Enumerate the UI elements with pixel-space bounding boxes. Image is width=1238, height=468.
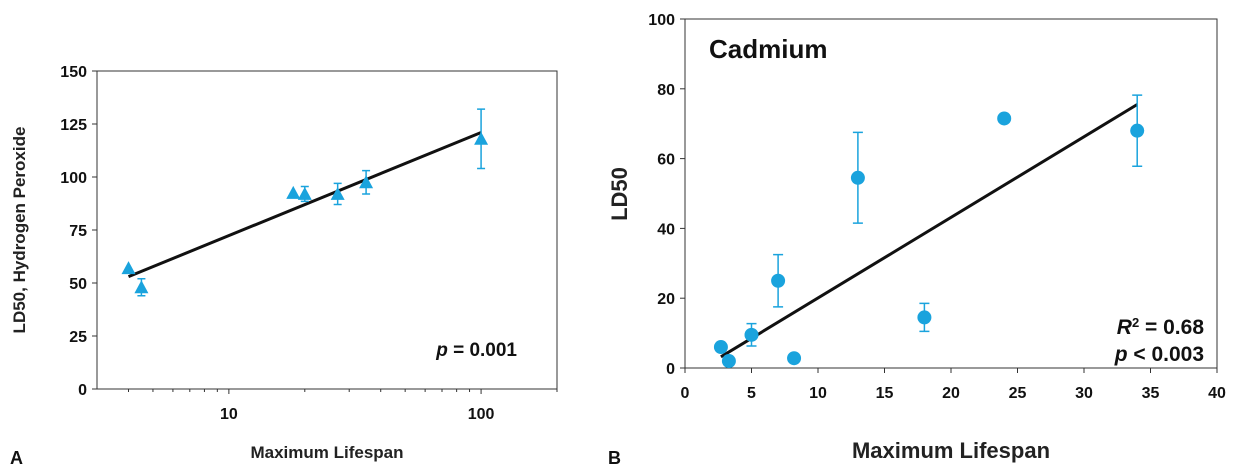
- panel-a-x-axis-title: Maximum Lifespan: [250, 443, 403, 462]
- panel-b-title: Cadmium: [709, 34, 827, 64]
- y-tick-label: 20: [657, 291, 675, 308]
- panel-b-y-axis: 0 20 40 60 80 100: [648, 12, 685, 378]
- data-point-triangle: [297, 186, 312, 200]
- panel-b-letter: B: [608, 448, 621, 468]
- panel-a-x-axis: 10 100: [128, 389, 558, 423]
- panel-a-letter: A: [10, 448, 23, 468]
- fit-line: [127, 131, 482, 279]
- fit-line: [720, 103, 1138, 359]
- x-tick-label: 25: [1009, 385, 1027, 402]
- y-tick-label: 150: [60, 64, 87, 81]
- data-point-circle: [1130, 123, 1145, 138]
- y-tick-label: 50: [69, 276, 87, 293]
- panel-b-x-axis-title: Maximum Lifespan: [852, 438, 1050, 463]
- data-point-circle: [771, 273, 786, 288]
- panel-b-r2-text: = 0.68: [1139, 316, 1204, 339]
- x-tick-label: 40: [1208, 385, 1226, 402]
- panel-a-data: [121, 108, 489, 297]
- panel-a-p-symbol: p: [435, 340, 448, 361]
- data-point-circle: [850, 170, 865, 185]
- x-tick-label: 35: [1142, 385, 1160, 402]
- y-tick-label: 75: [69, 223, 87, 240]
- panel-b-p-text: < 0.003: [1128, 343, 1204, 366]
- y-tick-label: 100: [60, 170, 87, 187]
- panel-a-p-value: p = 0.001: [435, 340, 517, 361]
- y-tick-label: 100: [648, 12, 675, 29]
- y-tick-label: 125: [60, 117, 87, 134]
- x-tick-label: 15: [876, 385, 894, 402]
- panel-b-p-value: p < 0.003: [1114, 343, 1204, 366]
- panel-b-p-symbol: p: [1114, 343, 1128, 366]
- data-point-circle: [917, 310, 932, 325]
- panel-b-y-axis-title: LD50: [607, 167, 632, 221]
- y-tick-label: 80: [657, 82, 675, 99]
- panel-a-p-text: = 0.001: [448, 340, 518, 361]
- x-tick-label: 10: [809, 385, 827, 402]
- x-tick-label: 100: [468, 406, 495, 423]
- panel-a-y-axis-title: LD50, Hydrogen Peroxide: [10, 127, 29, 334]
- panel-a: A 0 25 50 75 100 125 150 10 100 Maximum Lifespa…: [10, 64, 558, 468]
- panel-a-y-axis: 0 25 50 75 100 125 150: [60, 64, 97, 399]
- y-tick-label: 25: [69, 329, 87, 346]
- panel-b-r2-superscript: 2: [1132, 315, 1139, 330]
- x-tick-label: 10: [220, 406, 238, 423]
- data-point-triangle: [330, 186, 345, 200]
- panel-b-data: [713, 94, 1145, 369]
- x-tick-label: 5: [747, 385, 756, 402]
- data-point-triangle: [359, 175, 374, 189]
- x-tick-label: 30: [1075, 385, 1093, 402]
- data-point-triangle: [286, 185, 301, 199]
- data-point-circle: [787, 351, 802, 366]
- y-tick-label: 0: [666, 361, 675, 378]
- data-point-triangle: [121, 261, 136, 275]
- data-point-triangle: [134, 280, 149, 294]
- y-tick-label: 0: [78, 382, 87, 399]
- data-point-triangle: [474, 131, 489, 145]
- data-point-circle: [997, 111, 1012, 126]
- panel-b-x-axis: 0 5 10 15 20 25 30 35 40: [681, 368, 1226, 402]
- panel-b: B 0 20 40 60 80 100 0 5 10 15 20 25 30 35 40 Maximum …: [607, 12, 1226, 468]
- y-tick-label: 60: [657, 152, 675, 169]
- y-tick-label: 40: [657, 221, 675, 238]
- x-tick-label: 0: [681, 385, 690, 402]
- panel-b-r2-value: R2 = 0.68: [1117, 315, 1205, 340]
- x-tick-label: 20: [942, 385, 960, 402]
- data-point-circle: [744, 327, 759, 342]
- panel-b-r2-symbol: R: [1117, 316, 1133, 339]
- data-point-circle: [721, 354, 736, 369]
- data-point-circle: [713, 340, 728, 355]
